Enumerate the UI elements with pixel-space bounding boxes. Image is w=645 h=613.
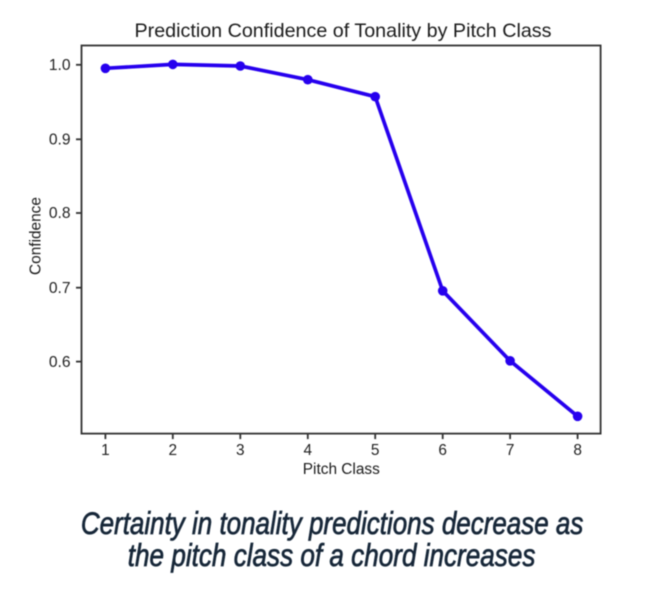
- svg-text:7: 7: [506, 442, 515, 459]
- svg-text:6: 6: [438, 442, 447, 459]
- svg-text:1: 1: [101, 442, 110, 459]
- svg-text:4: 4: [304, 442, 313, 459]
- svg-text:Certainty in tonality predicti: Certainty in tonality predictions decrea…: [81, 505, 584, 541]
- svg-text:Prediction Confidence of Tonal: Prediction Confidence of Tonality by Pit…: [135, 20, 552, 42]
- svg-text:5: 5: [371, 442, 380, 459]
- svg-text:0.6: 0.6: [49, 354, 71, 371]
- svg-text:3: 3: [236, 442, 245, 459]
- svg-text:1.0: 1.0: [49, 57, 71, 74]
- svg-text:the pitch class of a chord inc: the pitch class of a chord increases: [128, 537, 536, 573]
- svg-text:8: 8: [573, 442, 582, 459]
- svg-text:0.8: 0.8: [49, 205, 71, 222]
- svg-text:Pitch Class: Pitch Class: [303, 461, 380, 478]
- svg-text:Confidence: Confidence: [27, 197, 44, 275]
- svg-text:0.9: 0.9: [49, 132, 71, 149]
- svg-text:0.7: 0.7: [49, 280, 71, 297]
- svg-text:2: 2: [169, 442, 178, 459]
